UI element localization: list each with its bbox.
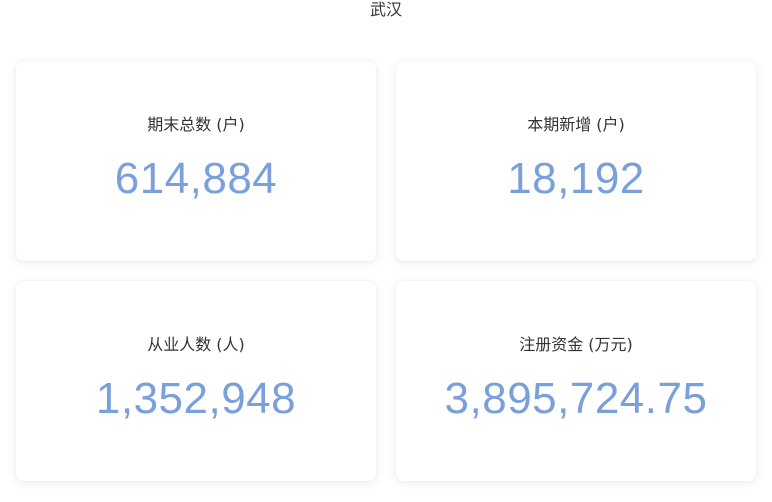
stat-card-capital: 注册资金 (万元) 3,895,724.75 — [396, 281, 756, 481]
stat-value: 3,895,724.75 — [444, 374, 708, 423]
stat-label: 注册资金 (万元) — [519, 335, 633, 354]
stat-card-total: 期末总数 (户) 614,884 — [16, 61, 376, 261]
stat-value: 1,352,948 — [95, 374, 297, 423]
stat-value: 614,884 — [114, 154, 278, 203]
stat-label: 本期新增 (户) — [527, 115, 625, 134]
stat-card-employees: 从业人数 (人) 1,352,948 — [16, 281, 376, 481]
stat-card-new: 本期新增 (户) 18,192 — [396, 61, 756, 261]
stat-value: 18,192 — [507, 154, 645, 203]
stat-label: 从业人数 (人) — [147, 335, 245, 354]
stat-label: 期末总数 (户) — [147, 115, 245, 134]
region-title: 武汉 — [369, 0, 402, 19]
